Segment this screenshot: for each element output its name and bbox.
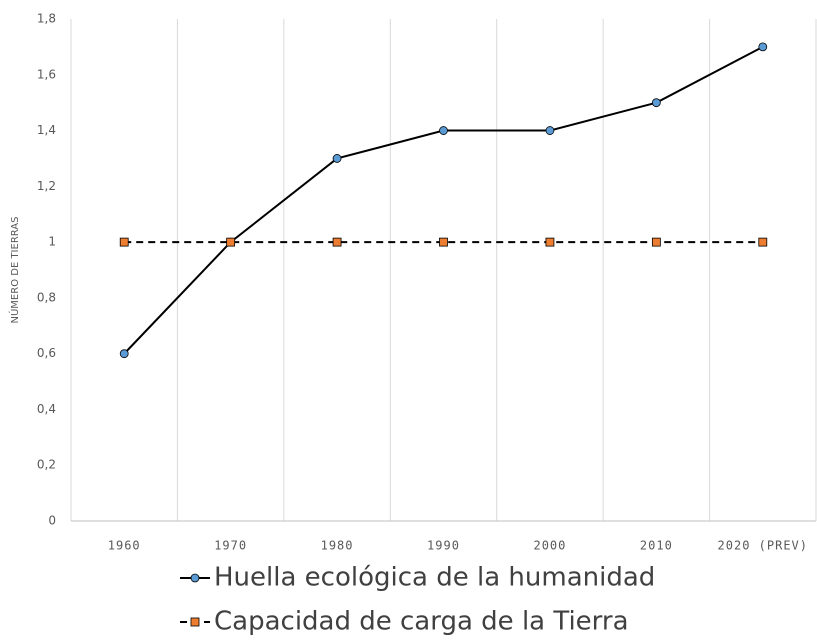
y-tick-label: 0,6 [37, 346, 56, 360]
y-tick-label: 1,8 [37, 12, 56, 26]
x-tick-label: 1980 [321, 539, 354, 553]
data-point [651, 98, 661, 108]
y-tick-label: 1,2 [37, 179, 56, 193]
x-tick-label: 1960 [108, 539, 141, 553]
x-tick-label: 2020 (PREV) [718, 539, 808, 553]
legend-label: Huella ecológica de la humanidad [214, 563, 655, 593]
series-line [123, 46, 764, 355]
data-point [439, 126, 448, 135]
data-point [545, 126, 555, 135]
data-point [758, 237, 768, 247]
legend-marker [190, 617, 200, 627]
y-tick-label: 0,8 [37, 290, 56, 304]
y-tick-label: 0,2 [37, 458, 56, 472]
data-point [332, 237, 342, 247]
x-tick-label: 2010 [640, 539, 673, 553]
data-point [332, 154, 342, 163]
x-tick-label: 1990 [427, 539, 460, 553]
y-tick-label: 1 [48, 235, 56, 249]
y-tick-label: 1,6 [37, 67, 56, 81]
y-tick-label: 0 [48, 514, 56, 528]
y-axis-label: NÚMERO DE TIERRAS [8, 217, 21, 324]
data-point [226, 237, 236, 247]
data-point [119, 349, 129, 359]
data-point [119, 237, 129, 247]
data-point [758, 42, 768, 52]
data-point [651, 237, 661, 247]
y-tick-label: 1,4 [37, 123, 56, 137]
legend-label: Capacidad de carga de la Tierra [214, 607, 629, 637]
y-tick-label: 0,4 [37, 402, 56, 416]
x-tick-label: 2000 [533, 539, 566, 553]
legend-marker [190, 573, 200, 583]
data-point [545, 237, 555, 247]
x-tick-label: 1970 [214, 539, 247, 553]
data-point [439, 237, 448, 247]
